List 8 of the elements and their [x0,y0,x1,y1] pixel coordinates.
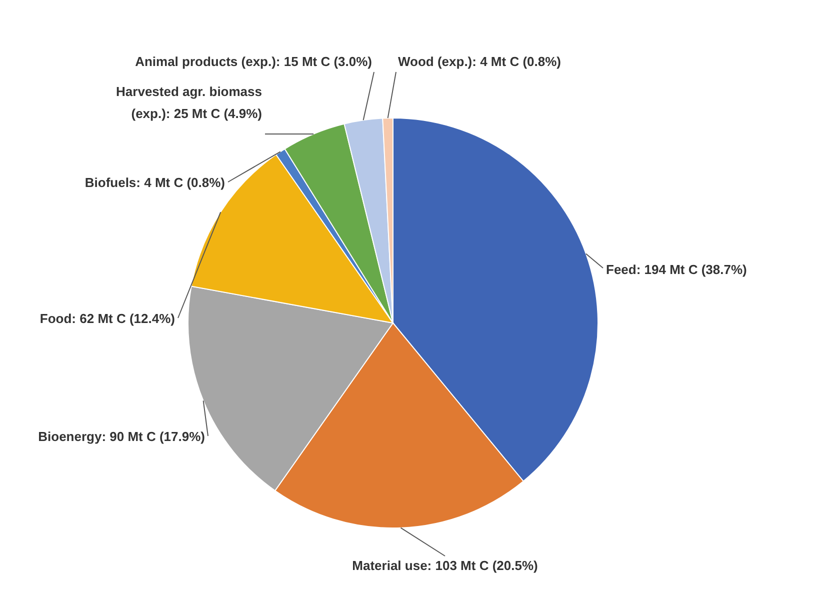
slice-label: Wood (exp.): 4 Mt C (0.8%) [398,53,562,71]
slice-label: Animal products (exp.): 15 Mt C (3.0%) [134,53,372,71]
slice-label: Bioenergy: 90 Mt C (17.9%) [37,428,205,446]
slice-label: Food: 62 Mt C (12.4%) [38,310,175,328]
slice-label: Feed: 194 Mt C (38.7%) [606,261,748,279]
slice-label: Material use: 103 Mt C (20.5%) [351,557,539,575]
slice-label: Harvested agr. biomass (exp.): 25 Mt C (4.9%) [115,83,262,123]
slice-label: Biofuels: 4 Mt C (0.8%) [84,174,225,192]
